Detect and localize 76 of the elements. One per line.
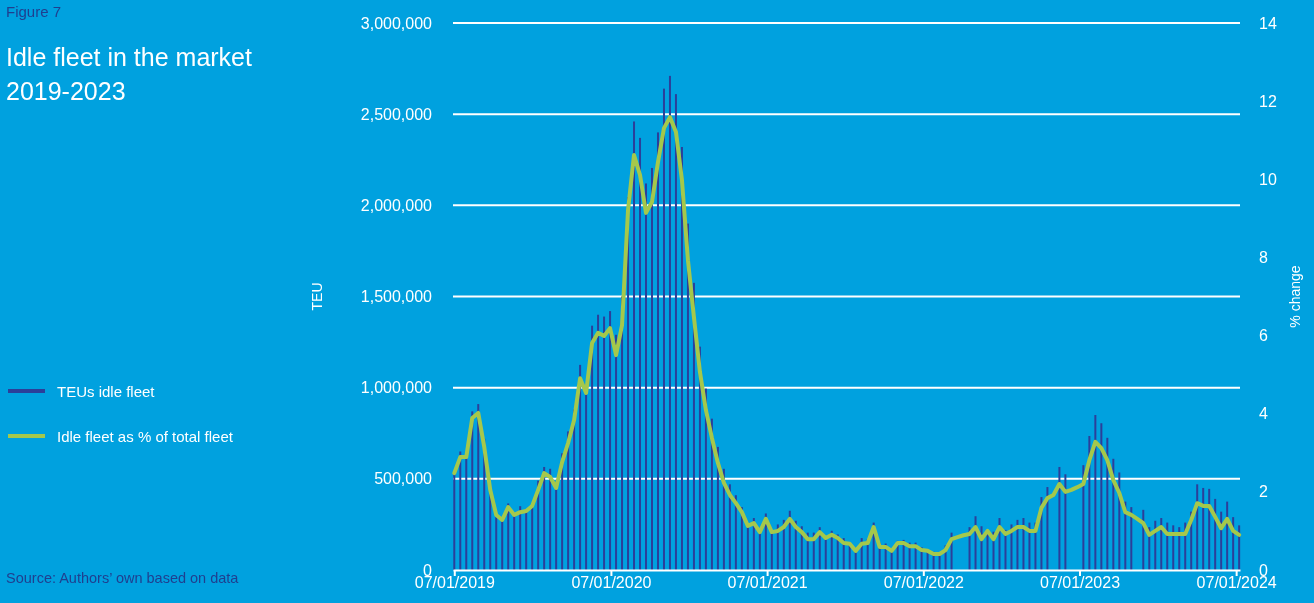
bar bbox=[758, 531, 761, 570]
bar bbox=[1082, 465, 1085, 570]
bar bbox=[495, 517, 498, 570]
x-tick-label: 07/01/2022 bbox=[883, 573, 964, 591]
bar bbox=[668, 75, 671, 570]
bar bbox=[1094, 415, 1097, 570]
bar bbox=[459, 451, 462, 570]
bar bbox=[543, 466, 546, 570]
bar bbox=[519, 506, 522, 570]
bar bbox=[1022, 518, 1025, 570]
source-note: Source: Authors’ own based on data bbox=[6, 570, 240, 586]
y-tick-label: 2,500,000 bbox=[360, 105, 433, 123]
bar bbox=[585, 393, 588, 570]
text: Idle fleet in the market 2019-2023 bbox=[6, 43, 253, 105]
bar bbox=[579, 364, 582, 570]
x-tick-label: 07/01/2023 bbox=[1039, 573, 1121, 591]
bar bbox=[639, 137, 642, 570]
y-tick-label: 3,000,000 bbox=[360, 14, 433, 32]
bar bbox=[609, 311, 612, 570]
bar bbox=[824, 537, 827, 570]
bar bbox=[734, 495, 737, 570]
bar bbox=[1058, 466, 1061, 570]
bar bbox=[549, 468, 552, 570]
y-tick-label: 500,000 bbox=[374, 470, 433, 488]
bar bbox=[1064, 474, 1067, 570]
bar bbox=[1154, 520, 1157, 570]
x-tick-label: 07/01/2021 bbox=[727, 573, 808, 591]
bar bbox=[1010, 524, 1013, 570]
bar bbox=[1100, 423, 1103, 570]
bar bbox=[1046, 487, 1049, 570]
y-tick-label: 1,500,000 bbox=[360, 288, 433, 306]
bar bbox=[656, 132, 659, 570]
y-tick-label: 2,000,000 bbox=[360, 196, 433, 214]
bar bbox=[591, 325, 594, 570]
y-tick-label: 1,000,000 bbox=[360, 379, 433, 397]
bar bbox=[567, 431, 570, 570]
y2-axis-title: % change bbox=[1287, 265, 1303, 328]
bar bbox=[633, 121, 636, 570]
bar bbox=[662, 88, 665, 570]
legend-label: TEUs idle fleet bbox=[57, 383, 156, 400]
y2-tick-label: 12 bbox=[1259, 92, 1277, 110]
text: Figure 7 bbox=[6, 3, 62, 20]
bar bbox=[1106, 437, 1109, 570]
y2-tick-label: 2 bbox=[1259, 483, 1268, 501]
bar bbox=[1202, 487, 1205, 570]
x-tick-label: 07/01/2020 bbox=[571, 573, 652, 591]
bar bbox=[651, 167, 653, 570]
y-axis-title: TEU bbox=[309, 282, 325, 311]
bar bbox=[1196, 484, 1199, 570]
bar bbox=[465, 456, 468, 570]
bar bbox=[645, 183, 648, 570]
bar bbox=[728, 484, 731, 570]
y2-tick-label: 4 bbox=[1259, 405, 1268, 423]
bar bbox=[746, 527, 749, 570]
y2-tick-label: 14 bbox=[1259, 14, 1277, 32]
bar bbox=[1016, 519, 1019, 570]
bar bbox=[1160, 518, 1163, 570]
bar bbox=[501, 519, 504, 570]
bar bbox=[597, 314, 600, 570]
legend-label: Idle fleet as % of total fleet bbox=[57, 428, 234, 445]
y2-tick-label: 8 bbox=[1259, 249, 1268, 267]
bar bbox=[1208, 488, 1211, 570]
bar bbox=[531, 507, 534, 570]
bar bbox=[1178, 527, 1181, 570]
bar bbox=[1238, 525, 1241, 570]
bar bbox=[453, 473, 456, 570]
bar bbox=[513, 515, 516, 570]
bar bbox=[603, 316, 606, 570]
bar bbox=[674, 94, 677, 570]
bar bbox=[615, 334, 618, 570]
bar bbox=[680, 146, 683, 570]
bar bbox=[1130, 507, 1133, 570]
bar bbox=[477, 404, 480, 570]
y2-tick-label: 10 bbox=[1259, 170, 1277, 188]
bar bbox=[1172, 525, 1175, 570]
y2-tick-label: 6 bbox=[1259, 327, 1268, 345]
